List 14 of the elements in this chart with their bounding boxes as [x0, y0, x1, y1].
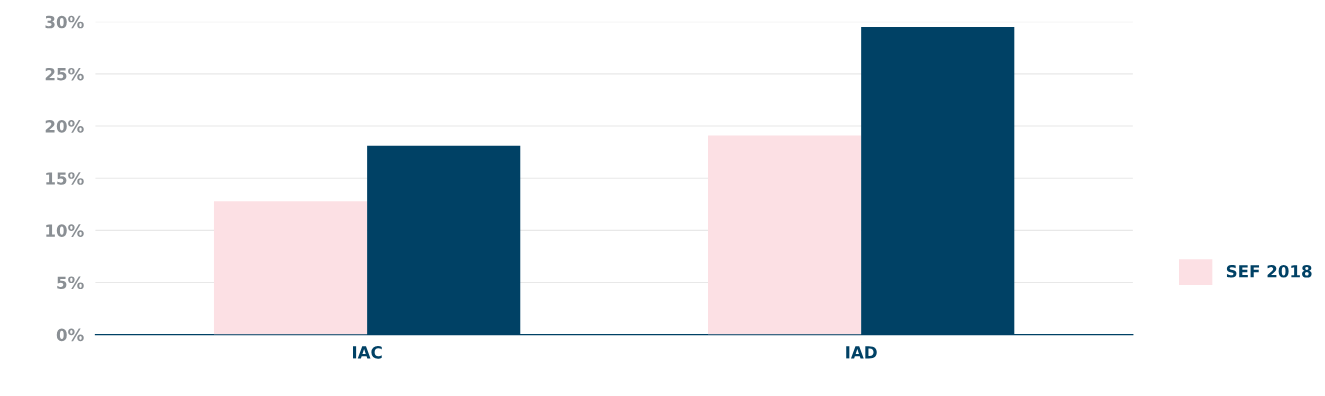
- y-tick-label: 30%: [45, 15, 84, 29]
- y-tick-label: 5%: [57, 276, 84, 290]
- bar: [213, 201, 368, 335]
- y-tick-label: 0%: [56, 328, 84, 342]
- y-tick-label: 20%: [45, 120, 84, 133]
- legend-label: SEF 2018: [1226, 264, 1312, 278]
- y-tick-label: 25%: [45, 67, 84, 81]
- y-tick-label: 10%: [46, 224, 84, 237]
- bar: [708, 135, 862, 335]
- bar: [367, 145, 521, 335]
- x-tick-label: IAC: [352, 346, 382, 359]
- y-tick-label: 15%: [46, 172, 84, 185]
- bar: [861, 26, 1015, 335]
- x-tick-label: IAD: [846, 346, 877, 359]
